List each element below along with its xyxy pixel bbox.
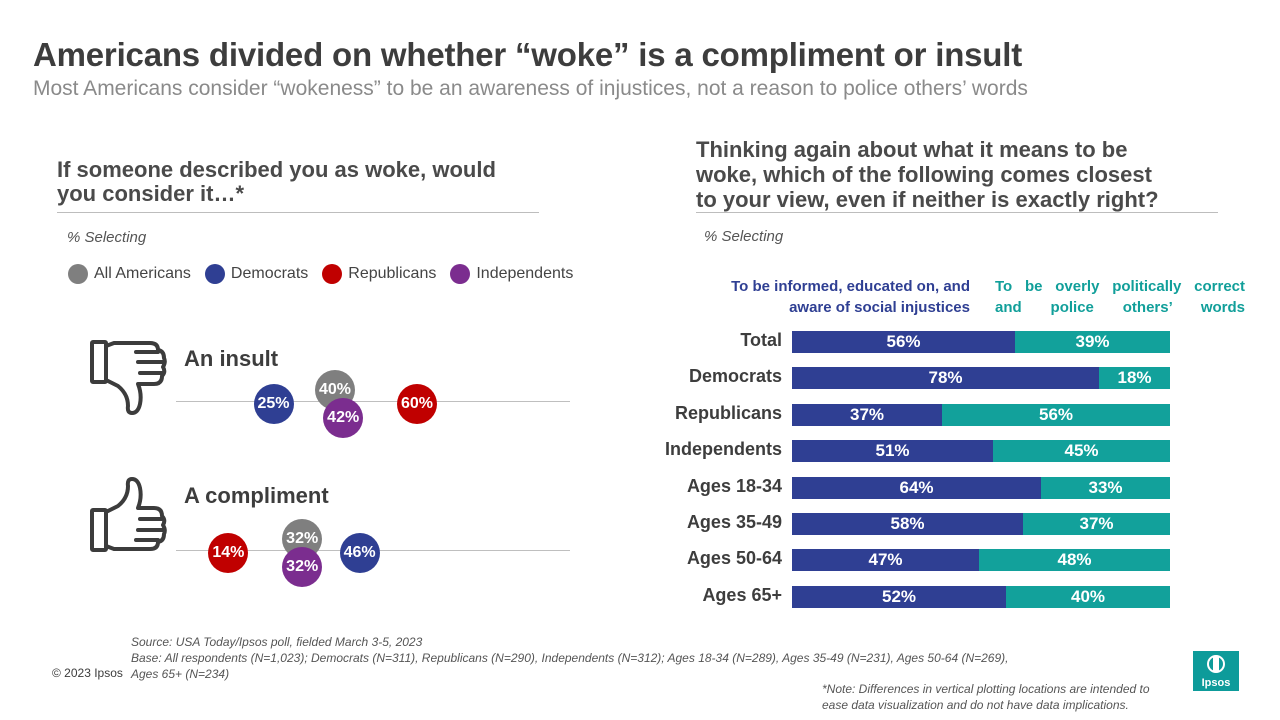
bar-informed-republicans: 37% (792, 403, 942, 426)
bar-row-ages-18-34: 64% 33% (792, 476, 1170, 499)
bar-correct-total: 39% (1015, 331, 1170, 353)
legend-informed-line-1: To be informed, educated on, and (731, 278, 970, 295)
bar-row-independents: 51% 45% (792, 440, 1170, 463)
bar-row-total: 56% 39% (792, 331, 1170, 353)
bar-label-total: Total (740, 330, 782, 350)
thumbs-up-icon (90, 477, 167, 552)
bar-correct-ages-18-34: 33% (1041, 476, 1170, 499)
bar-informed-ages-65-: 52% (792, 585, 1006, 608)
left-question-line-1: If someone described you as woke, would (57, 157, 496, 182)
left-question: If someone described you as woke, would … (57, 158, 547, 206)
bar-row-ages-65-: 52% 40% (792, 585, 1170, 608)
base-line-2: Ages 65+ (N=234) (131, 667, 230, 681)
legend-label-democrats: Democrats (230, 265, 309, 282)
note-line-2: ease data visualization and do not have … (822, 698, 1129, 712)
dot-compliment-independents: 32% (282, 547, 323, 587)
dot-compliment-republicans: 14% (208, 533, 249, 573)
legend-informed: To be informed, educated on, and aware o… (690, 276, 970, 318)
legend-item-democrats: Democrats (204, 264, 309, 284)
source-note: Source: USA Today/Ipsos poll, fielded Ma… (131, 634, 1121, 682)
bar-label-independents: Independents (664, 439, 782, 460)
right-question-line-2: woke, which of the following comes close… (696, 162, 1152, 187)
legend-label-all: All Americans (94, 265, 191, 282)
right-question-rule (696, 212, 1218, 213)
right-selecting-label: % Selecting (704, 228, 784, 245)
left-question-rule (57, 212, 539, 213)
legend-item-republicans: Republicans (322, 264, 436, 284)
bar-label-republicans: Republicans (674, 402, 782, 423)
ipsos-logo: Ipsos (1193, 651, 1239, 691)
page-subtitle: Most Americans consider “wokeness” to be… (33, 77, 1028, 100)
bar-label-ages-65-: Ages 65+ (702, 584, 782, 605)
bar-row-republicans: 37% 56% (792, 403, 1170, 426)
category-label-compliment: A compliment (184, 483, 329, 508)
dot-compliment-democrats: 46% (339, 533, 380, 573)
legend-correct-line-2: and police others’ words (995, 299, 1245, 316)
left-question-line-2: you consider it…* (57, 181, 245, 206)
bar-correct-independents: 45% (993, 440, 1170, 463)
legend-dot-republicans (322, 264, 343, 284)
bar-correct-ages-65-: 40% (1006, 585, 1170, 608)
dot-insult-republicans: 60% (397, 384, 437, 424)
source-line: Source: USA Today/Ipsos poll, fielded Ma… (131, 635, 423, 649)
bar-correct-ages-50-64: 48% (979, 549, 1170, 572)
legend-item-independents: Independents (450, 264, 573, 284)
ipsos-logo-mark (1207, 655, 1225, 673)
legend-correct: To be overly politically correct and pol… (995, 276, 1245, 318)
insult-axis-line (176, 401, 570, 402)
legend-correct-line-1: To be overly politically correct (995, 278, 1245, 295)
copyright: © 2023 Ipsos (52, 666, 123, 680)
note-line-1: *Note: Differences in vertical plotting … (822, 682, 1150, 696)
bar-informed-ages-50-64: 47% (792, 549, 979, 572)
legend-label-republicans: Republicans (348, 265, 437, 282)
dot-insult-democrats: 25% (253, 384, 294, 424)
bar-informed-independents: 51% (792, 440, 993, 463)
right-question: Thinking again about what it means to be… (696, 137, 1226, 212)
bar-row-ages-35-49: 58% 37% (792, 513, 1170, 535)
legend-label-independents: Independents (476, 265, 574, 282)
bar-label-ages-18-34: Ages 18-34 (686, 475, 782, 496)
right-question-line-1: Thinking again about what it means to be (696, 137, 1128, 162)
base-line-1: Base: All respondents (N=1,023); Democra… (131, 651, 1009, 665)
bar-label-ages-50-64: Ages 50-64 (686, 548, 782, 569)
dot-insult-independents: 42% (323, 398, 364, 438)
legend-dot-democrats (204, 264, 225, 284)
legend-item-all: All Americans (68, 264, 191, 284)
bar-informed-ages-18-34: 64% (792, 476, 1041, 499)
bar-row-ages-50-64: 47% 48% (792, 549, 1170, 572)
bar-informed-ages-35-49: 58% (792, 513, 1023, 535)
bar-row-democrats: 78% 18% (792, 367, 1170, 390)
bar-informed-democrats: 78% (792, 367, 1099, 390)
bar-label-democrats: Democrats (688, 366, 782, 387)
category-label-insult: An insult (184, 346, 279, 371)
bar-correct-democrats: 18% (1099, 367, 1170, 390)
legend-dot-all (68, 264, 88, 284)
bar-label-ages-35-49: Ages 35-49 (686, 512, 782, 532)
left-selecting-label: % Selecting (67, 229, 147, 246)
bar-correct-republicans: 56% (942, 403, 1170, 426)
legend-dot-independents (450, 264, 471, 284)
thumbs-down-icon (90, 340, 167, 415)
ipsos-logo-text: Ipsos (1201, 677, 1231, 689)
legend-informed-line-2: aware of social injustices (789, 299, 970, 316)
bar-informed-total: 56% (792, 331, 1015, 353)
bar-correct-ages-35-49: 37% (1023, 513, 1170, 535)
dot-legend: All Americans Democrats Republicans Inde… (68, 264, 587, 284)
page-title: Americans divided on whether “woke” is a… (33, 36, 1023, 73)
plot-note: *Note: Differences in vertical plotting … (822, 681, 1192, 713)
right-question-line-3: to your view, even if neither is exactly… (696, 187, 1159, 212)
